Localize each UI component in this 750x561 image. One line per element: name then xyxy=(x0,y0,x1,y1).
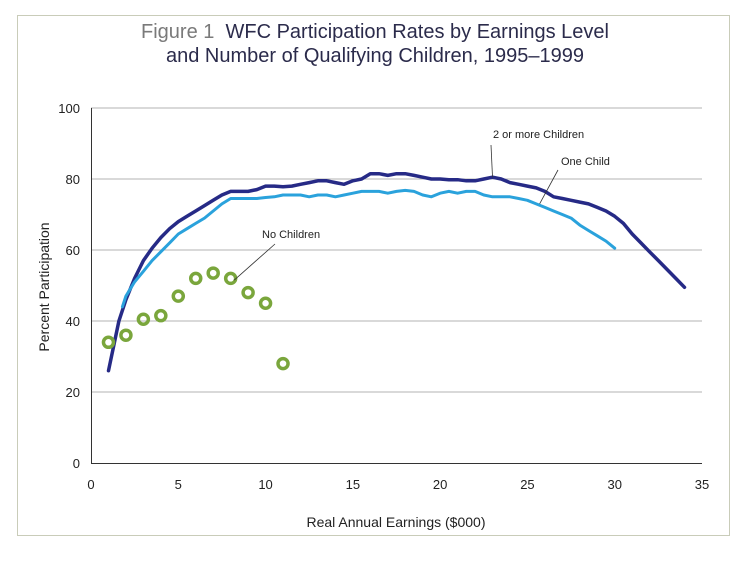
y-tick-label: 100 xyxy=(58,101,80,116)
chart-title: Figure 1 WFC Participation Rates by Earn… xyxy=(0,20,750,68)
x-tick-label: 10 xyxy=(258,477,272,492)
no-children-marker xyxy=(119,328,133,342)
y-tick-label: 40 xyxy=(66,314,80,329)
title-line-1: WFC Participation Rates by Earnings Leve… xyxy=(225,21,610,43)
annotation-one-child: One Child xyxy=(561,156,610,168)
y-tick-labels: 0 20 40 60 80 100 xyxy=(58,101,80,471)
y-axis-label: Percent Participation xyxy=(36,222,52,351)
y-tick-label: 80 xyxy=(66,172,80,187)
gridlines xyxy=(91,107,702,393)
annotation-two-or-more-children-leader xyxy=(490,144,493,178)
figure-label: Figure 1 xyxy=(141,21,215,43)
no-children-marker xyxy=(206,266,220,280)
plot-area xyxy=(91,108,702,463)
no-children-marker xyxy=(154,308,168,323)
no-children-marker xyxy=(171,289,186,303)
x-tick-label: 5 xyxy=(175,477,182,492)
annotations: 2 or more Children One Child No Children xyxy=(233,129,610,281)
no-children-marker xyxy=(136,312,151,326)
no-children-marker xyxy=(241,285,255,300)
y-tick-label: 20 xyxy=(66,385,80,400)
series-line-one-child xyxy=(120,188,617,309)
x-tick-label: 25 xyxy=(520,477,534,492)
no-children-marker xyxy=(188,271,203,286)
x-tick-label: 15 xyxy=(346,477,360,492)
x-tick-label: 30 xyxy=(607,477,621,492)
series-layer xyxy=(101,171,687,373)
annotation-two-or-more-children: 2 or more Children xyxy=(493,129,584,141)
x-axis-label: Real Annual Earnings ($000) xyxy=(306,514,485,530)
x-tick-labels: 0 5 10 15 20 25 30 35 xyxy=(87,477,709,492)
x-tick-label: 35 xyxy=(695,477,709,492)
no-children-marker xyxy=(101,335,116,350)
y-tick-label: 0 xyxy=(73,456,80,471)
y-tick-label: 60 xyxy=(66,243,80,258)
x-tick-label: 20 xyxy=(433,477,447,492)
no-children-marker xyxy=(258,296,273,310)
series-line-two-or-more-children xyxy=(106,171,687,373)
title-line-2: and Number of Qualifying Children, 1995–… xyxy=(165,45,585,67)
no-children-marker xyxy=(276,356,290,371)
annotation-one-child-leader xyxy=(539,169,559,205)
annotation-no-children-leader xyxy=(233,243,276,281)
x-tick-label: 0 xyxy=(87,477,94,492)
annotation-no-children: No Children xyxy=(262,229,320,241)
